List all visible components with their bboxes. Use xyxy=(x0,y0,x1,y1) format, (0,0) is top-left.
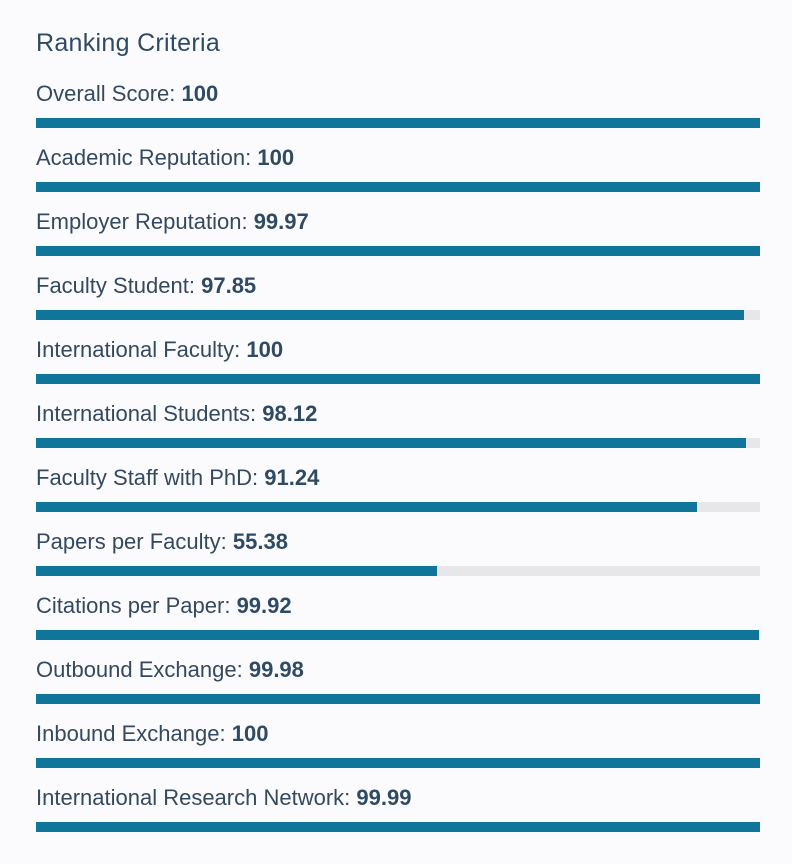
criterion-separator: : xyxy=(250,401,263,426)
score-bar-fill xyxy=(36,502,697,512)
criterion-separator: : xyxy=(241,209,254,234)
criterion-score: 100 xyxy=(181,81,219,106)
criterion-name: Outbound Exchange xyxy=(36,657,237,682)
criterion-score: 100 xyxy=(231,721,269,746)
criterion-name: Faculty Student xyxy=(36,273,189,298)
criterion-name: International Faculty xyxy=(36,337,235,362)
criterion-row: Employer Reputation: 99.97 xyxy=(36,205,760,269)
criterion-score: 99.97 xyxy=(253,209,309,234)
criterion-separator: : xyxy=(245,145,258,170)
criterion-score: 98.12 xyxy=(262,401,318,426)
criterion-score: 100 xyxy=(246,337,284,362)
score-bar-fill xyxy=(36,182,760,192)
criterion-separator: : xyxy=(234,337,247,362)
criterion-separator: : xyxy=(344,785,357,810)
criterion-separator: : xyxy=(252,465,265,490)
criterion-row: Overall Score: 100 xyxy=(36,77,760,141)
criterion-name: International Research Network xyxy=(36,785,345,810)
score-bar-fill xyxy=(36,310,745,320)
score-bar-track xyxy=(36,374,760,384)
chart-title: Ranking Criteria xyxy=(36,29,221,57)
criterion-separator: : xyxy=(220,529,233,554)
criterion-name: Citations per Paper xyxy=(36,593,225,618)
criterion-row: International Research Network: 99.99 xyxy=(36,781,760,845)
score-bar-track xyxy=(36,566,760,576)
score-bar-fill xyxy=(36,374,760,384)
score-bar-fill xyxy=(36,630,760,640)
score-bar-track xyxy=(36,246,760,256)
criterion-separator: : xyxy=(188,273,202,298)
criterion-score: 99.99 xyxy=(356,785,412,810)
criterion-score: 100 xyxy=(257,145,295,170)
criterion-label: Inbound Exchange: 100 xyxy=(36,719,268,749)
criterion-separator: : xyxy=(236,657,249,682)
criterion-row: Outbound Exchange: 99.98 xyxy=(36,653,760,717)
criterion-row: International Students: 98.12 xyxy=(36,397,760,461)
criterion-label: Faculty Student: 97.85 xyxy=(36,271,256,301)
score-bar-fill xyxy=(36,822,760,832)
criterion-name: Employer Reputation xyxy=(36,209,242,234)
criterion-score: 99.98 xyxy=(248,657,304,682)
criterion-name: Papers per Faculty xyxy=(36,529,221,554)
criterion-name: Inbound Exchange xyxy=(36,721,220,746)
criterion-row: International Faculty: 100 xyxy=(36,333,760,397)
criterion-row: Faculty Staff with PhD: 91.24 xyxy=(36,461,760,525)
score-bar-track xyxy=(36,118,760,128)
criterion-name: International Students xyxy=(36,401,251,426)
criterion-name: Academic Reputation xyxy=(36,145,246,170)
criterion-name: Faculty Staff with PhD xyxy=(36,465,253,490)
score-bar-track xyxy=(36,438,760,448)
criterion-row: Faculty Student: 97.85 xyxy=(36,269,760,333)
criterion-label: Faculty Staff with PhD: 91.24 xyxy=(36,463,319,493)
score-bar-track xyxy=(36,182,760,192)
criterion-separator: : xyxy=(169,81,182,106)
criterion-row: Academic Reputation: 100 xyxy=(36,141,760,205)
score-bar-fill xyxy=(36,438,747,448)
criterion-label: International Students: 98.12 xyxy=(36,399,317,429)
criterion-score: 55.38 xyxy=(232,529,288,554)
score-bar-track xyxy=(36,630,760,640)
criterion-label: Employer Reputation: 99.97 xyxy=(36,207,309,237)
criterion-row: Citations per Paper: 99.92 xyxy=(36,589,760,653)
criterion-separator: : xyxy=(224,593,237,618)
score-bar-track xyxy=(36,822,760,832)
criterion-row: Papers per Faculty: 55.38 xyxy=(36,525,760,589)
criterion-label: Overall Score: 100 xyxy=(36,79,218,109)
criteria-list: Overall Score: 100 Academic Reputation: 1… xyxy=(36,77,760,845)
criterion-name: Overall Score xyxy=(36,81,170,106)
criterion-label: International Faculty: 100 xyxy=(36,335,283,365)
criterion-label: Academic Reputation: 100 xyxy=(36,143,294,173)
criterion-separator: : xyxy=(219,721,232,746)
score-bar-track xyxy=(36,758,760,768)
score-bar-fill xyxy=(36,118,760,128)
criterion-label: International Research Network: 99.99 xyxy=(36,783,411,813)
score-bar-fill xyxy=(36,694,760,704)
criterion-score: 97.85 xyxy=(201,273,257,298)
criterion-row: Inbound Exchange: 100 xyxy=(36,717,760,781)
criterion-label: Papers per Faculty: 55.38 xyxy=(36,527,288,557)
criterion-label: Outbound Exchange: 99.98 xyxy=(36,655,304,685)
score-bar-track xyxy=(36,502,760,512)
criterion-score: 99.92 xyxy=(236,593,292,618)
score-bar-track xyxy=(36,310,760,320)
criterion-label: Citations per Paper: 99.92 xyxy=(36,591,292,621)
score-bar-fill xyxy=(36,758,760,768)
criterion-score: 91.24 xyxy=(264,465,320,490)
score-bar-track xyxy=(36,694,760,704)
score-bar-fill xyxy=(36,246,760,256)
score-bar-fill xyxy=(36,566,437,576)
